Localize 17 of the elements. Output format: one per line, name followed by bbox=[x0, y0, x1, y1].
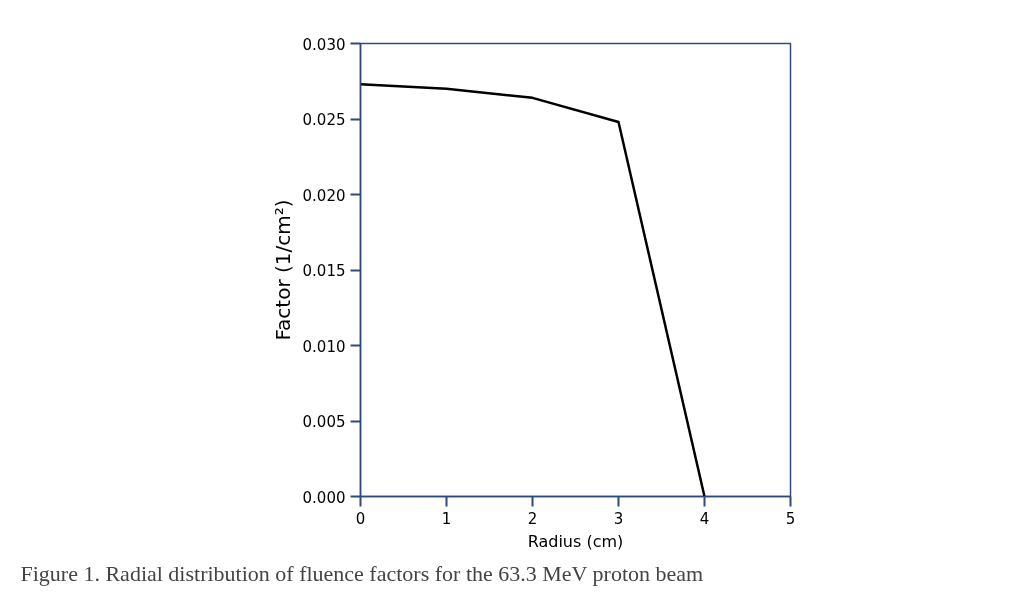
x-tick-label: 1 bbox=[441, 509, 452, 528]
y-tick-label: 0.015 bbox=[302, 262, 346, 280]
x-tick-label: 2 bbox=[527, 509, 538, 528]
caption: Figure 1. Radial distribution of fluence factors for the 63.3 MeV proton beam bbox=[20, 560, 704, 586]
x-axis-title: Radius (cm) bbox=[527, 531, 624, 551]
line-series bbox=[360, 83, 706, 497]
y-tick-label: 0.010 bbox=[302, 337, 346, 356]
y-tick-label: 0.030 bbox=[302, 35, 346, 54]
y-axis-title: Factor (1/cm²) bbox=[270, 199, 295, 341]
y-tick-label: 0.025 bbox=[302, 111, 346, 129]
y-tick-label: 0.005 bbox=[302, 413, 346, 431]
y-tick-label: 0.020 bbox=[302, 186, 346, 205]
y-tick-label: 0.000 bbox=[302, 488, 346, 507]
x-tick-label: 5 bbox=[785, 509, 796, 528]
x-tick-label: 4 bbox=[699, 509, 710, 528]
x-tick-label: 3 bbox=[613, 509, 624, 528]
x-tick-label: 0 bbox=[355, 509, 366, 528]
